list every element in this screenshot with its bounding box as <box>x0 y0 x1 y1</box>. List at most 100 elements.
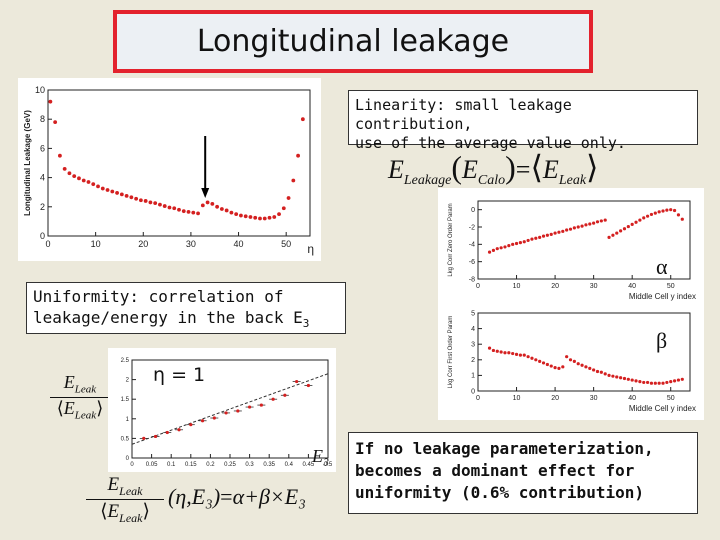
data-point <box>503 245 507 249</box>
x-tick-label: 20 <box>551 395 559 402</box>
data-point <box>657 210 661 214</box>
data-point <box>491 348 496 353</box>
y-tick-label: 1 <box>471 373 475 380</box>
data-point <box>229 210 234 215</box>
data-point <box>534 236 538 240</box>
data-point <box>534 358 538 362</box>
data-point <box>595 369 600 374</box>
data-point <box>491 248 496 252</box>
data-point <box>611 374 615 378</box>
x-tick-label: 0.2 <box>206 462 215 468</box>
data-point <box>499 350 503 354</box>
data-point <box>300 117 305 122</box>
data-point <box>153 201 158 206</box>
data-point <box>514 352 519 356</box>
data-point <box>239 213 243 218</box>
data-point <box>253 215 258 220</box>
data-point <box>306 383 310 388</box>
data-point <box>619 376 623 380</box>
data-point <box>638 218 642 222</box>
corr-den-sub: Leak <box>119 510 143 525</box>
data-point <box>186 210 191 214</box>
data-point <box>518 353 522 357</box>
data-point <box>615 231 619 235</box>
leakage-eta-panel: 0 10 20 30 40 50 0 2 4 6 8 10 Longitudinal Leakage (… <box>18 78 321 261</box>
data-point <box>538 359 542 363</box>
data-point <box>630 378 634 382</box>
beta-chart: 0 10 20 30 40 50 0 1 2 3 4 5 Lkg Corr First Order Pa… <box>448 310 696 413</box>
data-point <box>646 214 650 218</box>
y-tick-label: 5 <box>471 310 475 317</box>
plot-frame <box>477 200 691 280</box>
data-point <box>200 203 205 208</box>
data-point <box>642 380 646 385</box>
x-axis-label: Middle Cell y index <box>629 404 696 413</box>
y-tick-label: 1.5 <box>121 397 130 403</box>
data-point <box>669 380 673 384</box>
data-point <box>595 220 600 224</box>
data-point <box>680 217 684 221</box>
data-point <box>153 434 158 439</box>
data-point <box>557 366 561 370</box>
corr-args: (η,E₃) <box>168 484 221 509</box>
corr-num-sub: Leak <box>119 483 143 498</box>
data-point <box>672 208 677 213</box>
data-point <box>588 366 592 370</box>
y-tick-label: 4 <box>40 173 45 183</box>
data-point <box>672 379 677 383</box>
x-tick-label: 50 <box>667 395 675 402</box>
data-point <box>541 234 546 238</box>
data-point <box>215 204 220 209</box>
data-point <box>603 218 607 222</box>
data-point <box>622 376 627 381</box>
uniformity-sub: 3 <box>302 317 310 331</box>
data-point <box>511 351 515 356</box>
data-point <box>81 178 86 183</box>
data-point <box>110 189 115 194</box>
x-tick-label: 10 <box>513 283 521 290</box>
data-point <box>657 381 661 385</box>
data-point <box>177 428 181 432</box>
data-point <box>507 244 511 248</box>
linearity-note: Linearity: small leakage contribution, u… <box>348 90 698 152</box>
corr-den: E <box>107 500 120 522</box>
data-point <box>234 212 239 217</box>
data-point <box>538 235 542 239</box>
formula-lhs: E <box>388 155 404 184</box>
data-point <box>665 208 669 212</box>
x-tick-label: 20 <box>551 283 559 290</box>
conclusion-line-1: If no leakage parameterization, <box>355 439 654 458</box>
x-tick-label: 0.35 <box>263 462 275 468</box>
y-tick-label: 0 <box>126 456 130 462</box>
x-tick-label: 40 <box>628 283 636 290</box>
data-point <box>105 188 110 192</box>
formula-arg-sub: Calo <box>477 173 506 189</box>
data-point <box>236 409 240 413</box>
x-tick-label: 20 <box>138 239 148 249</box>
beta-label: β <box>656 328 668 353</box>
data-point <box>291 178 296 183</box>
y-tick-label: -2 <box>469 224 475 231</box>
data-point <box>622 227 627 231</box>
data-point <box>86 180 91 184</box>
data-point <box>72 174 77 179</box>
data-point <box>181 209 186 214</box>
data-point <box>62 166 67 171</box>
data-point <box>626 377 630 381</box>
data-point <box>572 359 576 363</box>
data-point <box>189 423 193 427</box>
data-point <box>224 411 228 415</box>
y-tick-label: -8 <box>469 276 475 283</box>
data-point <box>514 241 519 246</box>
x-tick-label: 0.05 <box>146 462 158 468</box>
data-point <box>522 353 526 357</box>
data-point <box>553 366 557 370</box>
x-tick-label: 0 <box>476 395 480 402</box>
data-point <box>129 195 134 200</box>
ratio-e3-chart: 0 0.05 0.1 0.15 0.2 0.25 0.3 0.35 0.4 0.45 0.5 0 0.5… <box>121 358 333 468</box>
data-point <box>77 176 81 181</box>
y-tick-label: 2 <box>40 202 45 212</box>
x-tick-label: 0.5 <box>324 462 333 468</box>
data-point <box>124 193 129 198</box>
y-tick-label: 4 <box>471 326 475 333</box>
